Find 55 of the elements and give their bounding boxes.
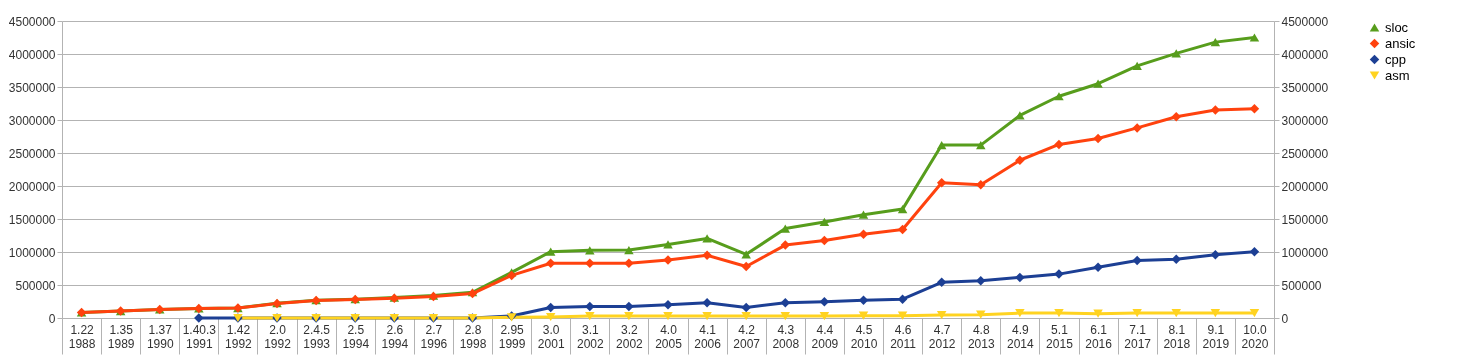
x-tick-label: 9.1 2019 (1202, 322, 1230, 351)
x-tick-label: 4.2 2007 (733, 322, 761, 351)
y2-tick-label: 500000 (1281, 278, 1322, 293)
x-tick-label: 8.1 2018 (1163, 322, 1191, 351)
x-tick-label: 2.95 1999 (498, 322, 526, 351)
x-tick-label: 4.8 2013 (967, 322, 995, 351)
y-tick-label: 1500000 (8, 212, 56, 227)
y2-tick-label: 3500000 (1281, 80, 1329, 95)
x-tick-label: 5.1 2015 (1046, 322, 1074, 351)
legend-label: asm (1385, 67, 1410, 83)
y-tick-label: 2000000 (8, 179, 56, 194)
x-tick-label: 10.0 2020 (1241, 322, 1269, 351)
x-tick-label: 3.2 2002 (616, 322, 644, 351)
y-tick-label: 500000 (15, 278, 56, 293)
x-tick-label: 7.1 2017 (1124, 322, 1152, 351)
x-tick-label: 4.4 2009 (811, 322, 839, 351)
y2-tick-label: 4000000 (1281, 47, 1329, 62)
legend-label: sloc (1385, 19, 1409, 35)
y-tick-label: 2500000 (8, 146, 56, 161)
x-tick-label: 3.0 2001 (537, 322, 565, 351)
x-tick-label: 4.0 2005 (655, 322, 683, 351)
y2-tick-label: 4500000 (1281, 14, 1329, 29)
y2-tick-label: 1500000 (1281, 212, 1329, 227)
x-tick-label: 1.40.3 1991 (182, 322, 217, 351)
x-tick-label: 1.35 1989 (107, 322, 135, 351)
x-tick-label: 4.6 2011 (890, 322, 917, 351)
legend-label: cpp (1385, 51, 1406, 67)
x-tick-label: 1.37 1990 (146, 322, 174, 351)
x-tick-label: 1.42 1992 (225, 322, 253, 351)
y2-tick-label: 0 (1281, 311, 1289, 326)
x-tick-label: 4.7 2012 (928, 322, 956, 351)
y2-tick-label: 1000000 (1281, 245, 1329, 260)
x-tick-label: 2.7 1996 (420, 322, 448, 351)
y2-tick-label: 2000000 (1281, 179, 1329, 194)
y-tick-label: 4500000 (8, 14, 56, 29)
x-tick-label: 4.1 2006 (694, 322, 722, 351)
x-tick-label: 2.4.5 1993 (303, 322, 331, 351)
x-tick-label: 1.22 1988 (68, 322, 96, 351)
x-tick-label: 6.1 2016 (1085, 322, 1113, 351)
y-tick-label: 0 (48, 311, 56, 326)
x-tick-label: 2.0 1992 (264, 322, 292, 351)
y-tick-label: 4000000 (8, 47, 56, 62)
legend-label: ansic (1385, 35, 1416, 51)
y-tick-label: 3500000 (8, 80, 56, 95)
x-tick-label: 2.6 1994 (381, 322, 409, 351)
x-tick-label: 4.5 2010 (850, 322, 878, 351)
x-tick-label: 4.9 2014 (1007, 322, 1035, 351)
y-tick-label: 3000000 (8, 113, 56, 128)
y2-tick-label: 2500000 (1281, 146, 1329, 161)
y-tick-label: 1000000 (8, 245, 56, 260)
x-tick-label: 2.8 1998 (459, 322, 487, 351)
x-tick-label: 2.5 1994 (342, 322, 370, 351)
x-tick-label: 4.3 2008 (772, 322, 800, 351)
y2-tick-label: 3000000 (1281, 113, 1329, 128)
x-tick-label: 3.1 2002 (576, 322, 604, 351)
